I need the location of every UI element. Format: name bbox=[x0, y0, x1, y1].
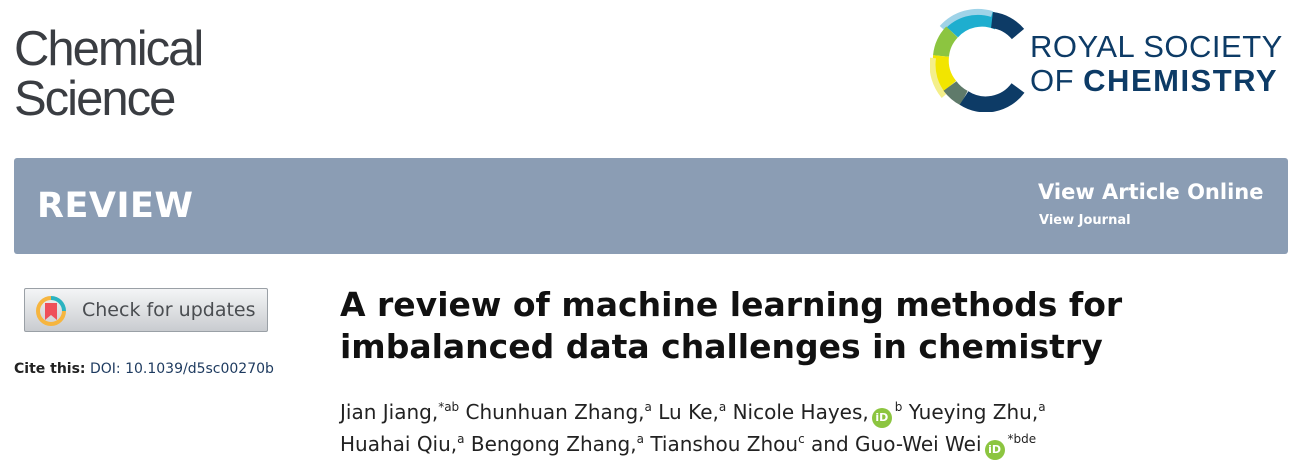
affiliation-superscript: c bbox=[798, 432, 805, 446]
view-journal-link[interactable]: View Journal bbox=[1039, 213, 1131, 228]
author: Tianshou Zhouc bbox=[650, 432, 804, 456]
check-for-updates-label: Check for updates bbox=[82, 299, 256, 321]
author: and Guo-Wei Wei iD*bde bbox=[811, 432, 1037, 460]
author-name: Huahai Qiu, bbox=[340, 432, 458, 456]
author-name: Tianshou Zhou bbox=[650, 432, 799, 456]
affiliation-superscript: b bbox=[894, 400, 903, 414]
author: Jian Jiang,*ab bbox=[340, 400, 459, 424]
affiliation-superscript: a bbox=[457, 432, 465, 446]
author: Bengong Zhang,a bbox=[471, 432, 644, 456]
author: Chunhuan Zhang,a bbox=[466, 400, 652, 424]
author: Nicole Hayes, iDb bbox=[732, 400, 903, 428]
rsc-c-icon bbox=[930, 8, 1025, 112]
citation: Cite this: DOI: 10.1039/d5sc00270b bbox=[14, 361, 274, 377]
orcid-icon[interactable]: iD bbox=[871, 408, 892, 428]
rsc-logo-bold: CHEMISTRY bbox=[1083, 63, 1279, 98]
author-name: Bengong Zhang, bbox=[470, 432, 637, 456]
journal-name: Chemical Science bbox=[14, 22, 204, 126]
check-updates-icon bbox=[36, 296, 66, 326]
affiliation-superscript: a bbox=[718, 400, 727, 414]
author-name: Chunhuan Zhang, bbox=[465, 400, 645, 424]
doi[interactable]: DOI: 10.1039/d5sc00270b bbox=[89, 361, 274, 377]
check-for-updates-button[interactable]: Check for updates bbox=[24, 288, 268, 332]
rsc-logo-line1: ROYAL SOCIETY bbox=[1030, 29, 1283, 64]
journal-name-line1: Chemical bbox=[14, 22, 204, 76]
author: Lu Ke,a bbox=[658, 400, 726, 424]
author-name: Lu Ke, bbox=[658, 400, 719, 424]
author: Huahai Qiu,a bbox=[340, 432, 465, 456]
article-type-banner: REVIEW View Article Online View Journal bbox=[14, 158, 1288, 254]
author-name: Nicole Hayes, bbox=[732, 400, 869, 424]
article-title: A review of machine learning methods for… bbox=[340, 285, 1123, 366]
rsc-logo-text: ROYAL SOCIETY OF CHEMISTRY bbox=[1030, 30, 1283, 98]
author: Yueying Zhu,a bbox=[909, 400, 1046, 424]
orcid-icon[interactable]: iD bbox=[984, 440, 1005, 460]
rsc-logo-line2: OF CHEMISTRY bbox=[1030, 64, 1283, 98]
view-article-online-link[interactable]: View Article Online bbox=[1038, 180, 1264, 204]
affiliation-superscript: a bbox=[636, 432, 644, 446]
affiliation-superscript: a bbox=[644, 400, 652, 414]
journal-name-line2: Science bbox=[14, 72, 176, 126]
affiliation-superscript: *ab bbox=[438, 400, 460, 414]
author-name: and Guo-Wei Wei bbox=[811, 432, 982, 456]
author-list: Jian Jiang,*ab Chunhuan Zhang,a Lu Ke,a … bbox=[340, 396, 1240, 460]
author-name: Yueying Zhu, bbox=[908, 400, 1039, 424]
affiliation-superscript: *bde bbox=[1007, 432, 1037, 446]
cite-label: Cite this: bbox=[14, 361, 86, 377]
author-name: Jian Jiang, bbox=[340, 400, 439, 424]
rsc-logo[interactable]: ROYAL SOCIETY OF CHEMISTRY bbox=[930, 8, 1290, 112]
rsc-logo-prefix: OF bbox=[1030, 63, 1084, 98]
article-type: REVIEW bbox=[37, 186, 194, 226]
affiliation-superscript: a bbox=[1038, 400, 1046, 414]
